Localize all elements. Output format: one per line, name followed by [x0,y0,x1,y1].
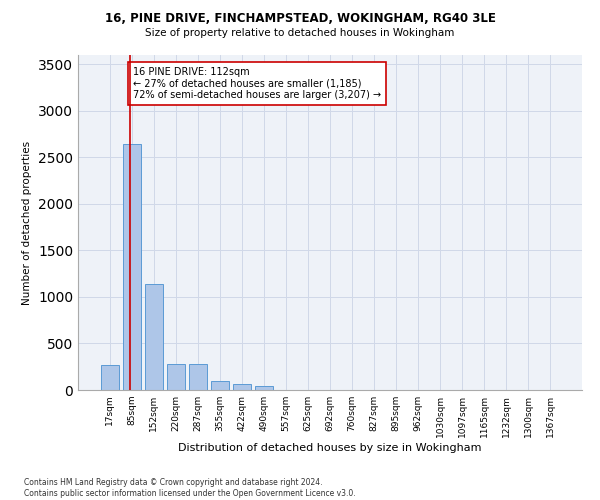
Text: Size of property relative to detached houses in Wokingham: Size of property relative to detached ho… [145,28,455,38]
Bar [123,144,140,390]
Bar [189,364,206,390]
Text: Contains HM Land Registry data © Crown copyright and database right 2024.
Contai: Contains HM Land Registry data © Crown c… [24,478,356,498]
Bar [211,381,229,390]
Bar [233,384,251,390]
X-axis label: Distribution of detached houses by size in Wokingham: Distribution of detached houses by size … [178,442,482,452]
Bar [255,386,273,390]
Bar [145,284,163,390]
Text: 16, PINE DRIVE, FINCHAMPSTEAD, WOKINGHAM, RG40 3LE: 16, PINE DRIVE, FINCHAMPSTEAD, WOKINGHAM… [104,12,496,26]
Y-axis label: Number of detached properties: Number of detached properties [22,140,32,304]
Bar [101,365,119,390]
Bar [167,364,185,390]
Text: 16 PINE DRIVE: 112sqm
← 27% of detached houses are smaller (1,185)
72% of semi-d: 16 PINE DRIVE: 112sqm ← 27% of detached … [133,66,382,100]
